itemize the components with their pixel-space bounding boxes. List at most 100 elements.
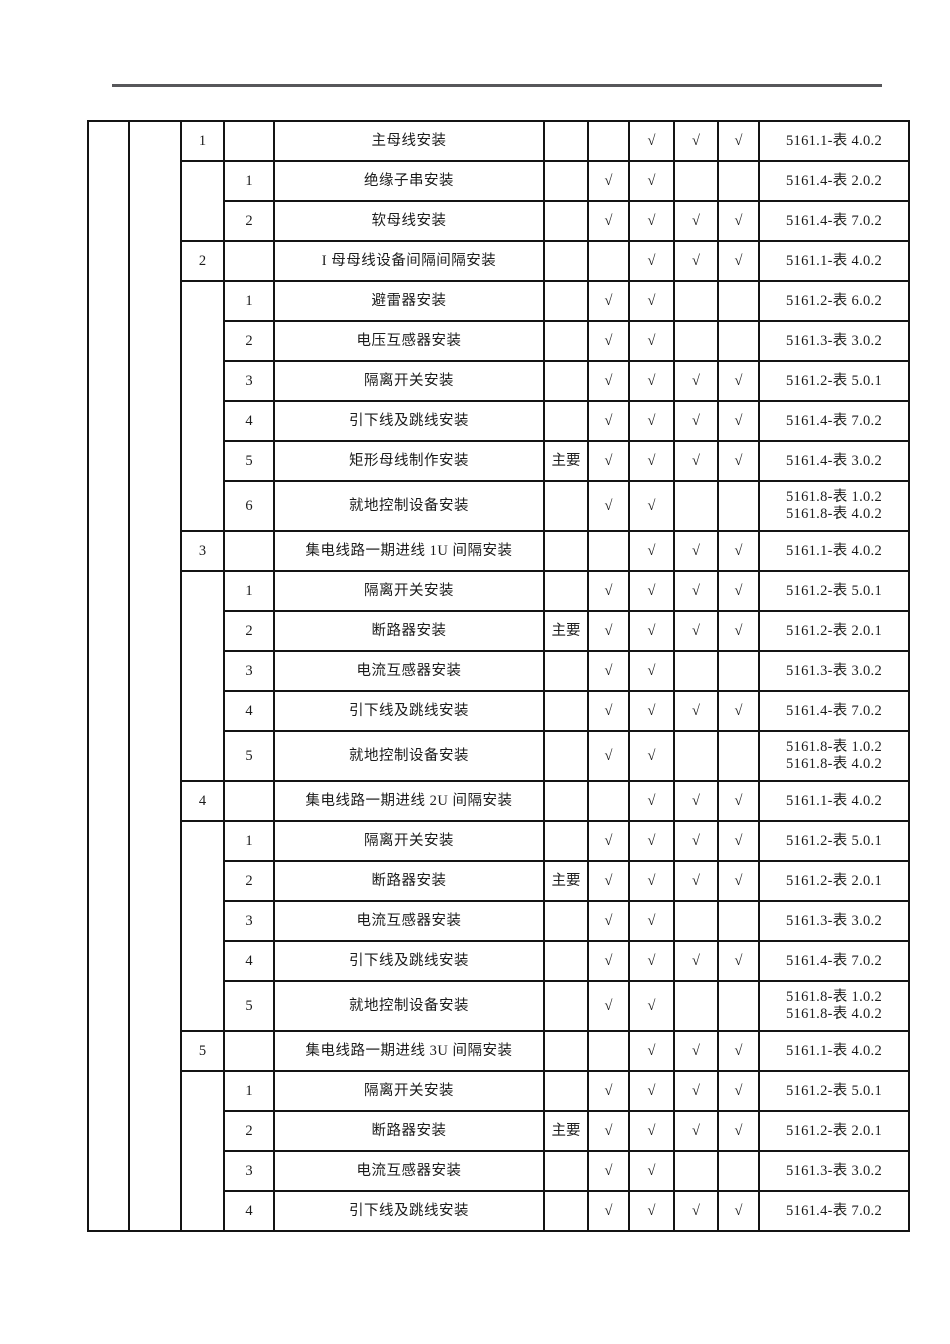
item-row: 1 主母线安装 √ √ √ 5161.1-表 4.0.2 — [87, 120, 910, 1232]
check-cell-2: √ — [628, 200, 675, 242]
sub-number-cell: 6 — [223, 480, 275, 532]
sub-number-cell: 4 — [223, 690, 275, 732]
item-name-cell: 集电线路一期进线 3U 间隔安装 — [273, 1030, 545, 1072]
check-cell-4: √ — [717, 120, 760, 162]
major-flag-cell — [543, 820, 589, 862]
item-number-cell: 2 — [180, 240, 225, 282]
table-body: 1 主母线安装 √ √ √ 5161.1-表 4.0.2 1 绝缘子串安装 √ √ 5161.4-表… — [87, 120, 910, 1232]
sub-item-row: 4 引下线及跳线安装 √ √ √ √ 5161.4-表 7.0.2 — [88, 400, 910, 442]
sub-item-row: 3 隔离开关安装 √ √ √ √ 5161.2-表 5.0.1 — [88, 360, 910, 402]
reference-cell: 5161.3-表 3.0.2 — [758, 900, 910, 942]
check-cell-4 — [717, 730, 760, 782]
check-cell-4: √ — [717, 1190, 760, 1232]
sub-number-cell: 1 — [223, 1070, 275, 1112]
item-name-cell: 就地控制设备安装 — [273, 980, 545, 1032]
check-cell-2: √ — [628, 610, 675, 652]
check-cell-1: √ — [587, 320, 630, 362]
item-name-cell: I 母母线设备间隔间隔安装 — [273, 240, 545, 282]
check-cell-3: √ — [673, 440, 719, 482]
sub-item-row: 1 避雷器安装 √ √ 5161.2-表 6.0.2 — [88, 280, 910, 532]
reference-cell: 5161.4-表 7.0.2 — [758, 400, 910, 442]
major-flag-cell — [543, 320, 589, 362]
check-cell-4: √ — [717, 530, 760, 572]
major-flag-cell — [543, 1190, 589, 1232]
item-name-cell: 就地控制设备安装 — [273, 480, 545, 532]
reference-line: 5161.2-表 5.0.1 — [785, 832, 883, 849]
reference-cell: 5161.4-表 3.0.2 — [758, 440, 910, 482]
check-cell-1: √ — [587, 1150, 630, 1192]
sub-number-cell: 1 — [223, 820, 275, 862]
left-margin-column-a — [87, 120, 130, 1232]
sub-item-row: 1 隔离开关安装 √ √ √ √ 5161.2-表 5.0.1 — [88, 820, 910, 1032]
major-flag-cell — [543, 480, 589, 532]
major-flag-cell — [543, 730, 589, 782]
reference-line: 5161.8-表 4.0.2 — [785, 1006, 883, 1022]
check-cell-4: √ — [717, 820, 760, 862]
item-name-cell: 引下线及跳线安装 — [273, 690, 545, 732]
check-cell-2: √ — [628, 120, 675, 162]
sub-item-row: 3 电流互感器安装 √ √ 5161.3-表 3.0.2 — [88, 900, 910, 942]
check-cell-2: √ — [628, 280, 675, 322]
major-flag-cell — [543, 780, 589, 822]
check-cell-4: √ — [717, 1030, 760, 1072]
check-cell-2: √ — [628, 780, 675, 822]
check-cell-2: √ — [628, 1150, 675, 1192]
major-flag-cell — [543, 530, 589, 572]
reference-cell: 5161.3-表 3.0.2 — [758, 650, 910, 692]
reference-cell: 5161.8-表 1.0.2 5161.8-表 4.0.2 — [758, 980, 910, 1032]
check-cell-4: √ — [717, 570, 760, 612]
reference-line: 5161.2-表 6.0.2 — [785, 292, 883, 309]
check-cell-1: √ — [587, 690, 630, 732]
check-cell-4: √ — [717, 610, 760, 652]
check-cell-1: √ — [587, 610, 630, 652]
check-cell-2: √ — [628, 1110, 675, 1152]
reference-cell: 5161.1-表 4.0.2 — [758, 780, 910, 822]
sub-number-cell: 1 — [223, 570, 275, 612]
reference-line: 5161.2-表 5.0.1 — [785, 582, 883, 599]
check-cell-3 — [673, 160, 719, 202]
check-cell-1: √ — [587, 400, 630, 442]
item-name-cell: 隔离开关安装 — [273, 820, 545, 862]
sub-item-row: 1 隔离开关安装 √ √ √ √ 5161.2-表 5.0.1 — [88, 570, 910, 782]
major-flag-cell — [543, 400, 589, 442]
sub-number-cell: 3 — [223, 1150, 275, 1192]
check-cell-3: √ — [673, 360, 719, 402]
major-flag-cell — [543, 940, 589, 982]
reference-line: 5161.2-表 2.0.1 — [785, 1122, 883, 1139]
sub-number-cell: 5 — [223, 440, 275, 482]
check-cell-1: √ — [587, 1110, 630, 1152]
check-cell-4: √ — [717, 860, 760, 902]
check-cell-2: √ — [628, 1190, 675, 1232]
check-cell-4: √ — [717, 200, 760, 242]
sub-item-row: 6 就地控制设备安装 √ √ 5161.8-表 1.0.2 5161.8-表 4.0.2 — [88, 480, 910, 532]
check-cell-3: √ — [673, 940, 719, 982]
item-name-cell: 主母线安装 — [273, 120, 545, 162]
sub-number-cell — [223, 240, 275, 282]
check-cell-4: √ — [717, 1070, 760, 1112]
major-flag-cell — [543, 900, 589, 942]
major-flag-cell — [543, 120, 589, 162]
item-name-cell: 引下线及跳线安装 — [273, 400, 545, 442]
sub-number-cell: 2 — [223, 610, 275, 652]
reference-line: 5161.8-表 1.0.2 — [785, 989, 883, 1006]
check-cell-3 — [673, 730, 719, 782]
reference-cell: 5161.1-表 4.0.2 — [758, 1030, 910, 1072]
check-cell-2: √ — [628, 980, 675, 1032]
check-cell-1: √ — [587, 940, 630, 982]
check-cell-4: √ — [717, 1110, 760, 1152]
sub-number-cell: 2 — [223, 1110, 275, 1152]
check-cell-3 — [673, 900, 719, 942]
check-cell-2: √ — [628, 240, 675, 282]
sub-number-cell: 4 — [223, 940, 275, 982]
check-cell-2: √ — [628, 650, 675, 692]
check-cell-1: √ — [587, 1070, 630, 1112]
major-flag-cell — [543, 1150, 589, 1192]
reference-line: 5161.2-表 2.0.1 — [785, 872, 883, 889]
reference-cell: 5161.1-表 4.0.2 — [758, 530, 910, 572]
sub-number-cell: 5 — [223, 730, 275, 782]
check-cell-3 — [673, 980, 719, 1032]
item-name-cell: 绝缘子串安装 — [273, 160, 545, 202]
check-cell-2: √ — [628, 900, 675, 942]
check-cell-3: √ — [673, 690, 719, 732]
check-cell-3: √ — [673, 400, 719, 442]
